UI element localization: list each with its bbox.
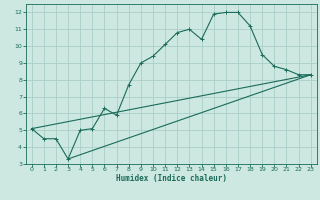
X-axis label: Humidex (Indice chaleur): Humidex (Indice chaleur) xyxy=(116,174,227,183)
